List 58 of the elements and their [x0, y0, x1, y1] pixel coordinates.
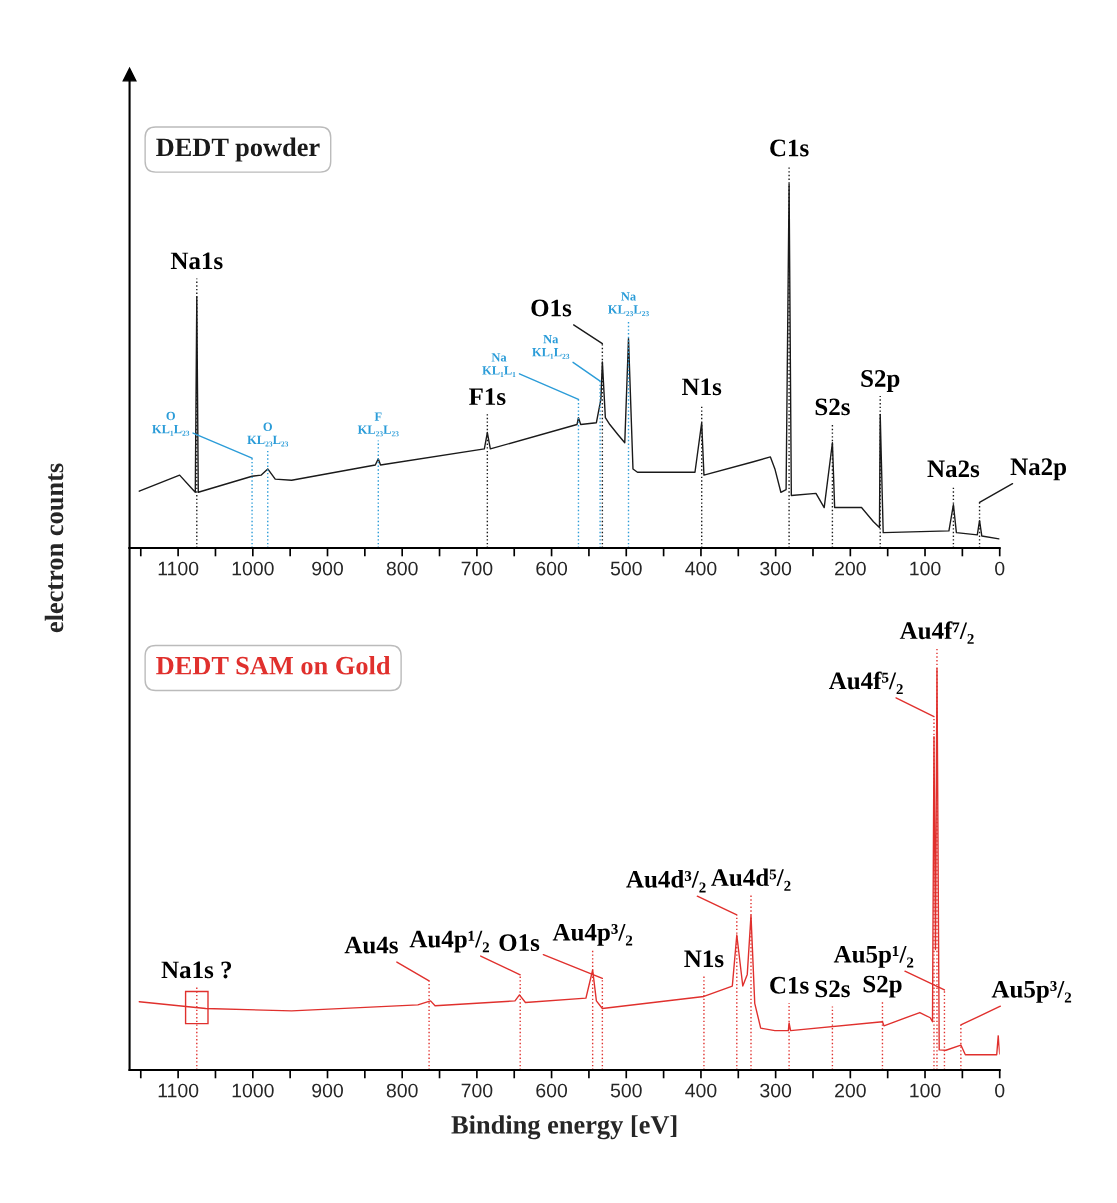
ref-line-label: Au4p¹/₂ [409, 930, 490, 953]
ref-line-label: N1s [682, 378, 722, 396]
ref-line-label: O KL₂₃L₂₃ [247, 422, 289, 447]
ref-line-label: Na1s ? [161, 961, 232, 979]
x-tick-label: 700 [461, 1083, 493, 1098]
ref-line-label: Au5p¹/₂ [833, 945, 914, 968]
x-tick-label: 300 [760, 561, 792, 576]
ref-line-label: Na1s [170, 252, 223, 270]
x-tick-label: 1100 [158, 561, 199, 576]
x-tick-label: 0 [995, 561, 1005, 576]
x-tick-label: 500 [610, 561, 642, 576]
chart-title: DEDT powder [156, 137, 320, 162]
ref-line-label: S2s [815, 398, 850, 416]
x-tick-label: 300 [760, 1083, 792, 1098]
x-tick-label: 800 [386, 1083, 418, 1098]
ref-line-label: Na KL₁L₁ [482, 353, 516, 378]
ref-line-label: Na KL₁L₂₃ [532, 335, 570, 359]
y-axis-title: electron counts [44, 463, 64, 633]
x-tick-label: 100 [910, 1083, 941, 1098]
ref-line-label: O1s [531, 299, 572, 317]
ref-line-label: C1s [770, 976, 809, 994]
ref-line-label: Na2s [927, 460, 980, 478]
ref-line-label: N1s [684, 950, 724, 968]
ref-line-label: Au4f⁵/₂ [828, 671, 903, 695]
x-tick-label: 100 [910, 561, 941, 576]
ref-line-label: Na2p [1010, 458, 1067, 481]
x-tick-label: 900 [312, 1083, 343, 1098]
x-tick-label: 1100 [158, 1083, 199, 1098]
chart-title: DEDT SAM on Gold [156, 656, 391, 675]
ref-line-label: Au4d⁵/₂ [711, 868, 791, 891]
ref-line-label: Au4d³/₂ [626, 870, 706, 893]
x-axis-title: Binding energy [eV] [451, 1115, 677, 1140]
x-tick-label: 600 [536, 1083, 568, 1098]
ref-line-label: F KL₂₃L₂₃ [357, 412, 399, 437]
ref-line-label: S2p [861, 370, 900, 392]
x-tick-label: 200 [835, 561, 866, 576]
x-tick-label: 600 [536, 561, 568, 576]
x-tick-label: 1000 [232, 1083, 274, 1098]
ref-line-label: Au4s [344, 936, 398, 954]
ref-line-label: O KL₁L₂₃ [152, 411, 190, 436]
x-tick-label: 1000 [232, 561, 274, 576]
x-tick-label: 400 [685, 561, 717, 576]
x-tick-label: 400 [685, 1083, 717, 1098]
x-tick-label: 200 [835, 1083, 866, 1098]
ref-line-label: Au5p³/₂ [991, 980, 1072, 1003]
x-tick-label: 700 [461, 561, 493, 576]
x-tick-label: 0 [995, 1083, 1005, 1098]
ref-line-label: F1s [469, 388, 506, 406]
ref-line-label: S2s [815, 980, 850, 998]
ref-line-label: O1s [499, 934, 540, 952]
ref-line-label: S2p [863, 975, 902, 998]
ref-line-label: C1s [770, 139, 809, 157]
x-tick-label: 900 [312, 561, 343, 576]
x-tick-label: 500 [610, 1083, 642, 1098]
x-tick-label: 800 [386, 561, 418, 576]
ref-line-label: Au4f⁷/₂ [899, 621, 974, 644]
ref-line-label: Na KL₂₃L₂₃ [608, 292, 649, 317]
ref-line-label: Au4p³/₂ [552, 923, 633, 946]
